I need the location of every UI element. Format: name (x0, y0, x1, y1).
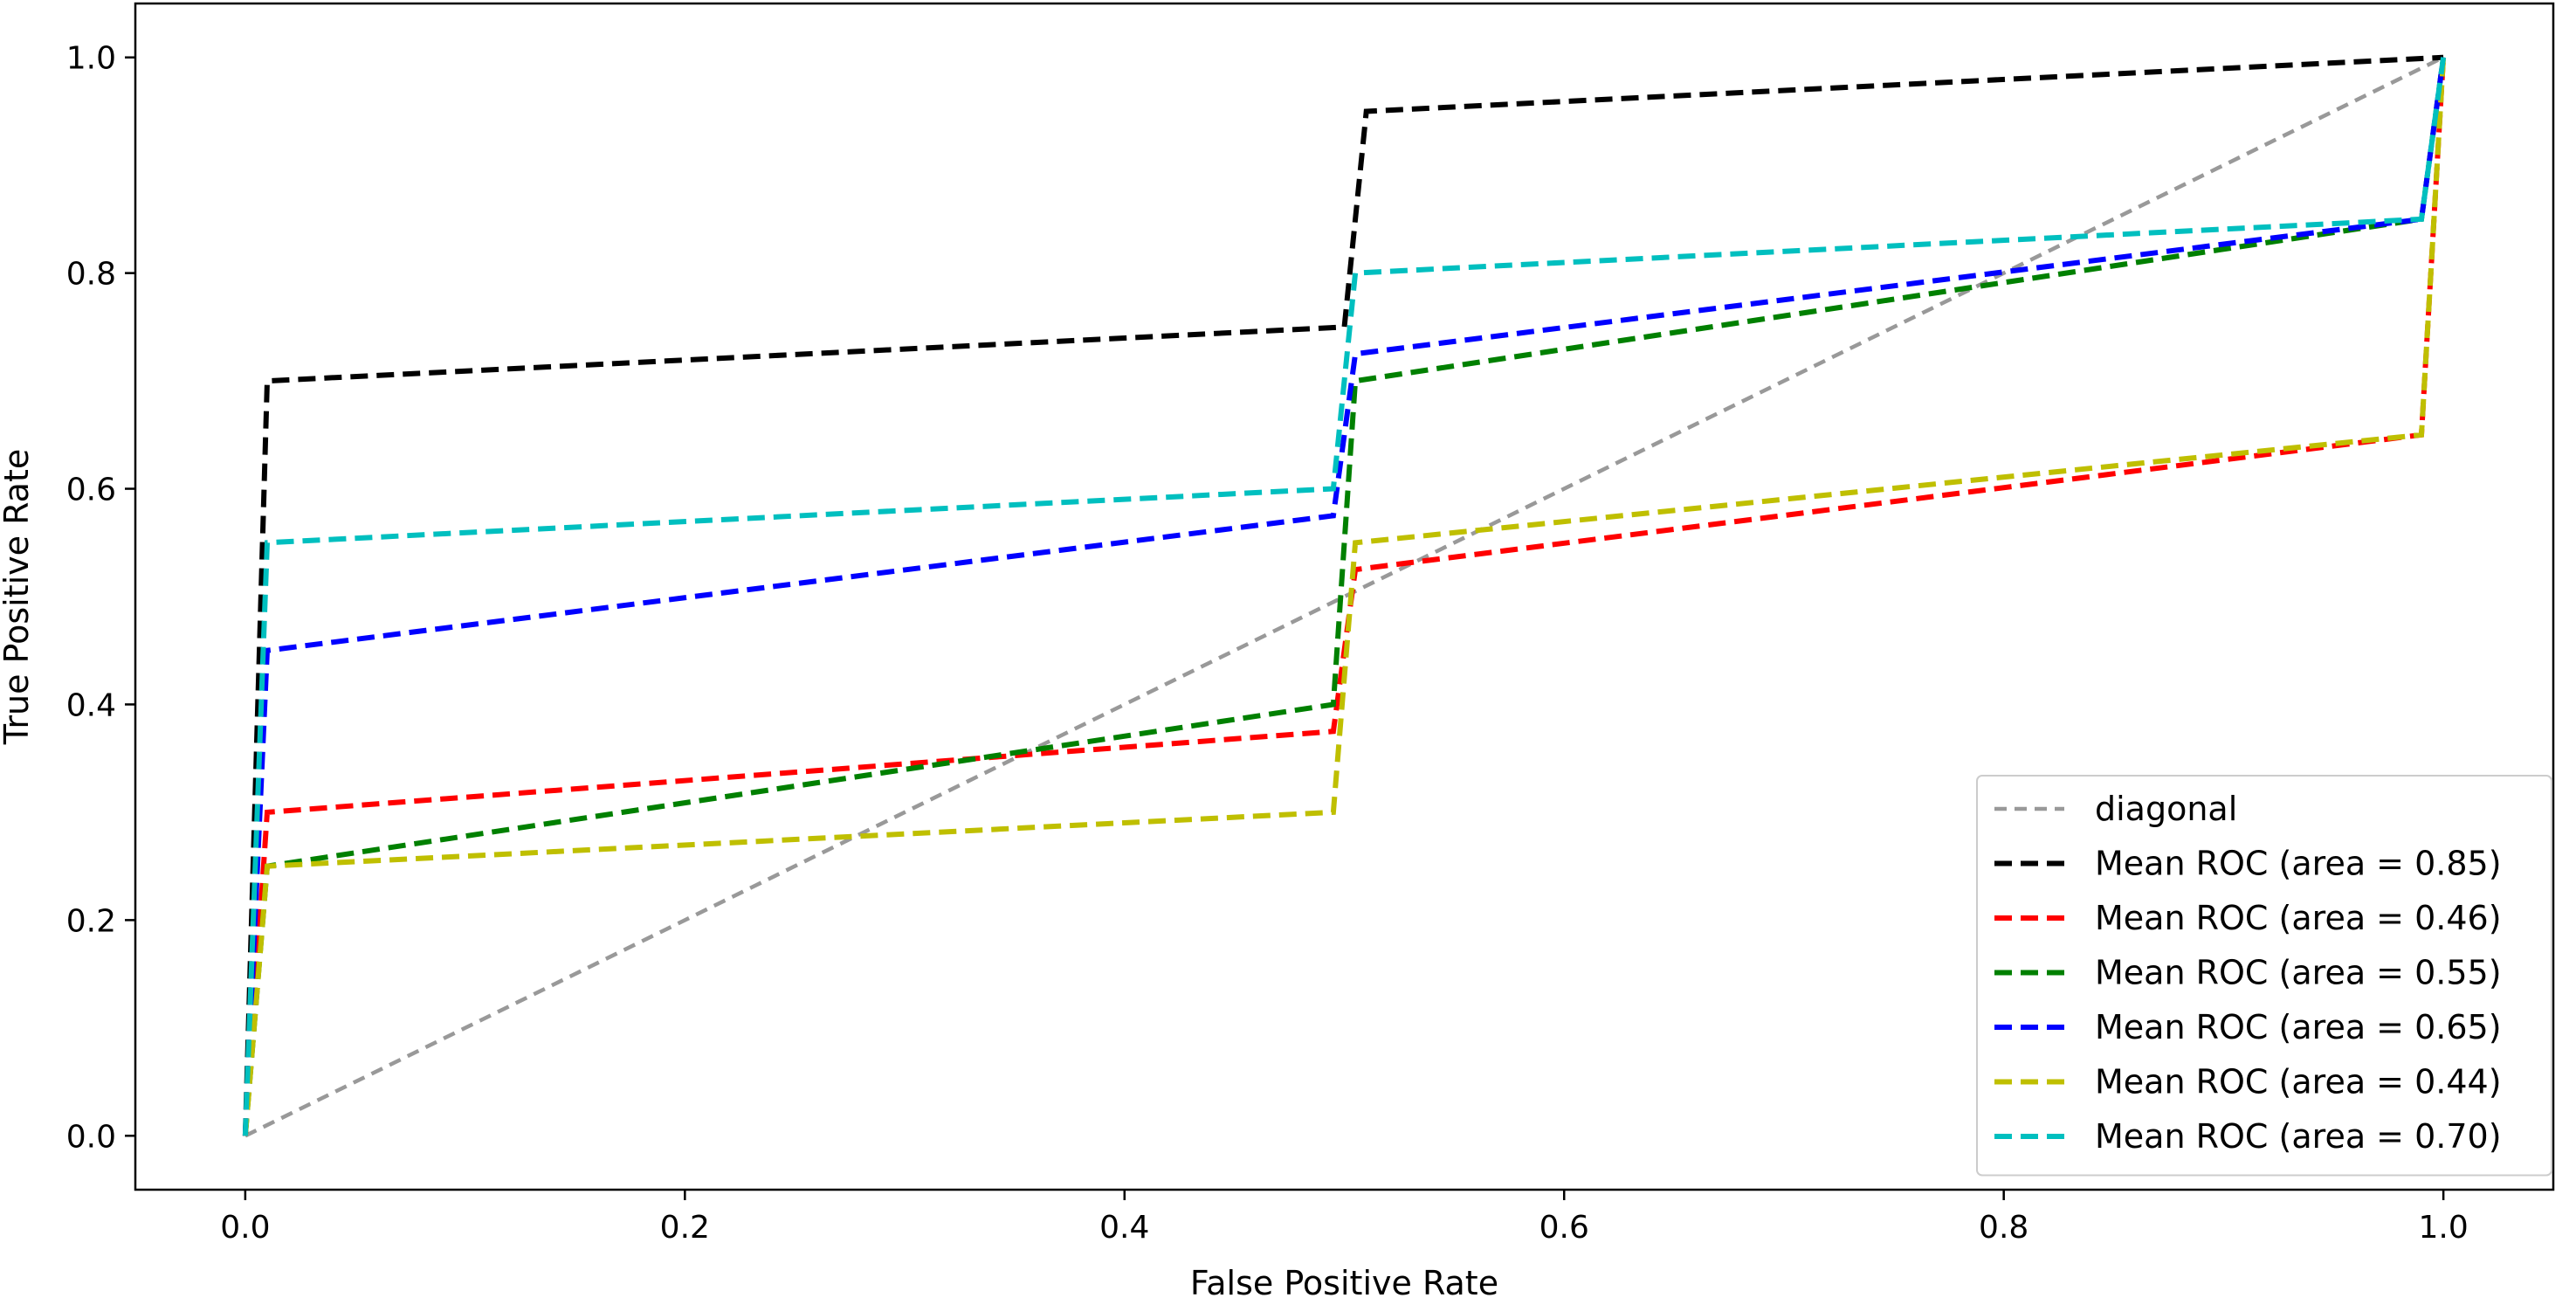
series-line-mean-roc-area-0-44 (242, 57, 2447, 1136)
legend-label: Mean ROC (area = 0.55) (2095, 954, 2502, 992)
x-tick-label: 0.6 (1539, 1210, 1589, 1246)
legend-label: Mean ROC (area = 0.46) (2095, 899, 2502, 937)
x-axis-label: False Positive Rate (1190, 1264, 1498, 1298)
y-tick-label: 0.0 (66, 1119, 116, 1155)
legend-label: Mean ROC (area = 0.85) (2095, 845, 2502, 883)
legend-label: diagonal (2095, 790, 2237, 828)
y-tick-label: 0.4 (66, 687, 116, 723)
legend-label: Mean ROC (area = 0.44) (2095, 1063, 2502, 1101)
plot-area (242, 54, 2447, 1138)
legend: diagonal Mean ROC (area = 0.85) Mean ROC (… (1976, 775, 2552, 1177)
y-axis-label: True Positive Rate (0, 449, 36, 746)
x-tick-label: 1.0 (2419, 1210, 2469, 1246)
x-tick-label: 0.0 (220, 1210, 270, 1246)
x-tick-label: 0.2 (660, 1210, 710, 1246)
y-tick-label: 1.0 (66, 41, 116, 77)
y-tick-label: 0.2 (66, 903, 116, 939)
y-tick-label: 0.6 (66, 473, 116, 508)
x-tick-label: 0.8 (1979, 1210, 2028, 1246)
series-line-mean-roc-area-0-70 (242, 57, 2447, 1136)
x-tick-label: 0.4 (1099, 1210, 1149, 1246)
legend-box (1976, 775, 2552, 1177)
y-axis: 0.0 0.2 0.4 0.6 0.8 1.0 (66, 41, 135, 1155)
y-tick-label: 0.8 (66, 257, 116, 293)
x-axis: 0.0 0.2 0.4 0.6 0.8 1.0 (220, 1190, 2469, 1246)
series-line-mean-roc-area-0-85 (242, 54, 2444, 1136)
plot-frame (134, 2, 2555, 1191)
series-line-mean-roc-area-0-65 (242, 57, 2447, 1136)
legend-label: Mean ROC (area = 0.65) (2095, 1008, 2502, 1046)
legend-label: Mean ROC (area = 0.70) (2095, 1117, 2502, 1156)
